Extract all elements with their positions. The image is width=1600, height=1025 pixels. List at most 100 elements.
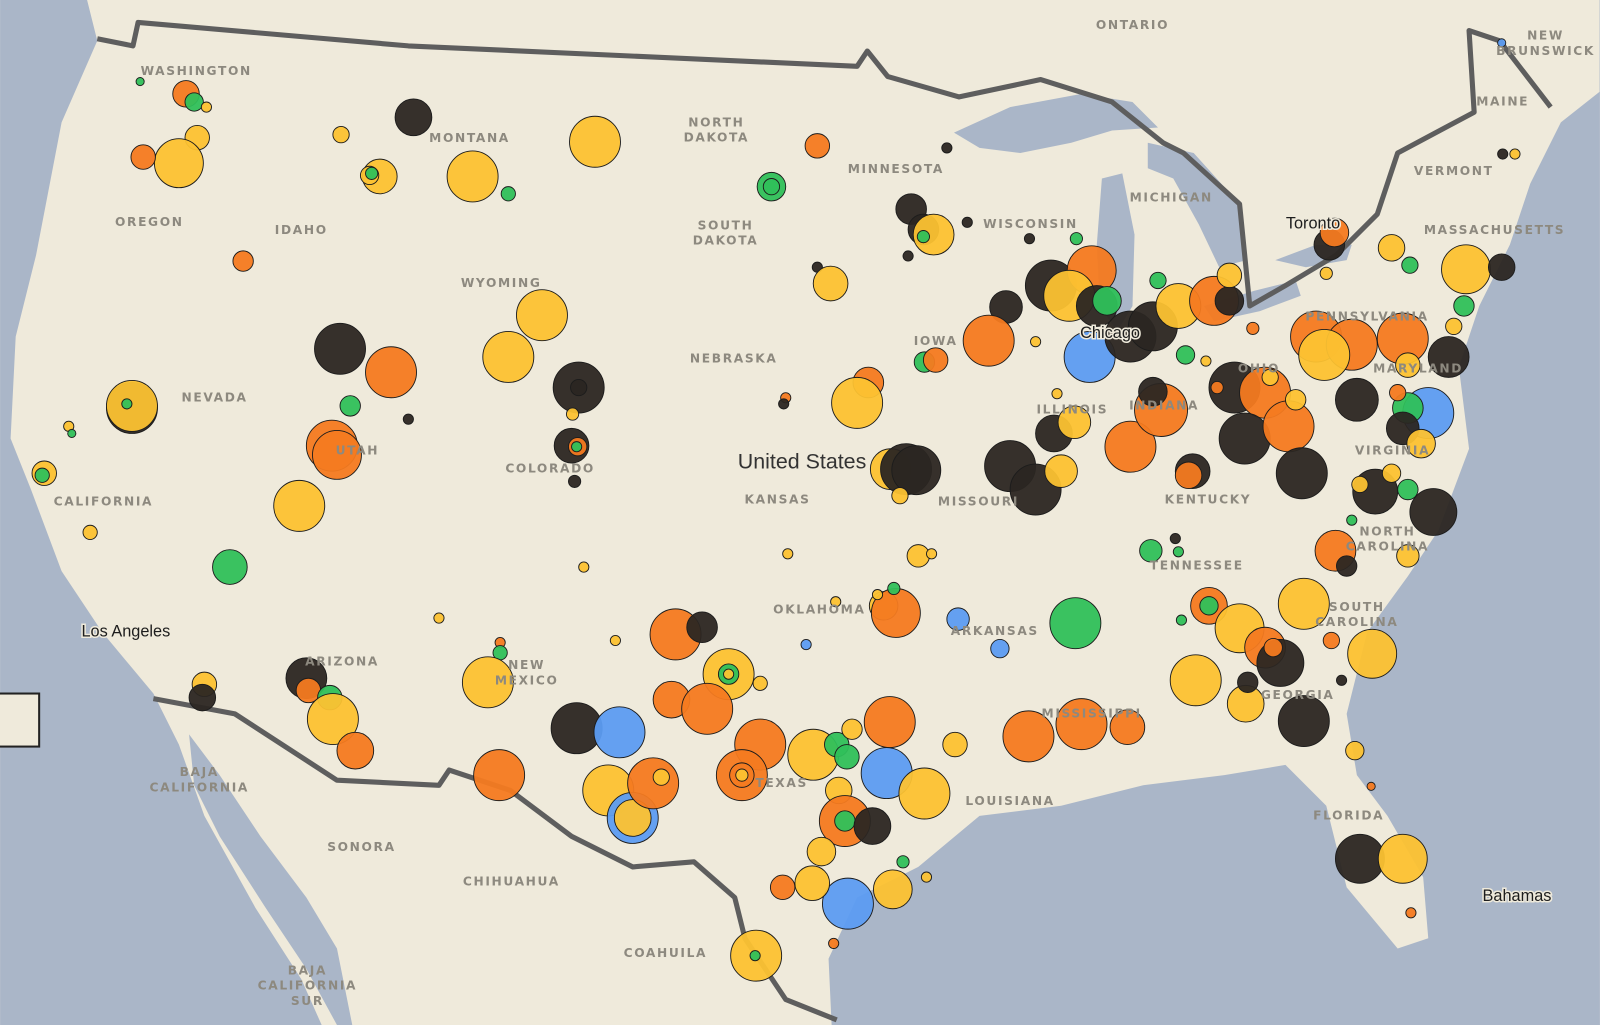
bubble [1497,38,1507,48]
bubble [306,693,359,745]
bubble [1395,352,1421,378]
bubble [841,718,863,740]
bubble [916,230,930,244]
bubble [769,874,796,901]
bubble [922,347,949,373]
bubble [1175,345,1196,365]
region-label: CALIFORNIA [258,979,357,993]
bubble [627,757,680,810]
region-label: WYOMING [461,276,542,290]
bubble [821,877,874,930]
bubble [906,544,930,568]
region-label: ILLINOIS [1036,403,1108,417]
bubble [446,150,499,203]
bubble [1055,698,1108,751]
bubble [273,479,326,532]
bubble [782,548,794,560]
bubble [1322,631,1340,650]
region-label: INDIANA [1129,398,1199,412]
bubble [1175,614,1188,626]
bubble [652,768,670,786]
bubble [232,250,254,272]
bubble [1138,376,1168,407]
place-label: United States [738,450,867,474]
bubble [571,441,583,453]
label-layer: WASHINGTON MONTANA NORTH DAKOTA MINNESOTA ORE… [54,18,1595,1008]
bubble [135,77,145,87]
place-label: Chicago [1080,324,1140,342]
bubble [332,126,350,144]
bubble-layer [31,38,1521,982]
bubble [1487,253,1516,281]
bubble [1216,262,1243,289]
bubble [920,871,933,883]
bubble [1396,544,1420,568]
region-label: MINNESOTA [848,162,944,176]
bubble [961,216,973,228]
bubble [82,524,98,540]
bubble [67,428,77,438]
region-label: NEVADA [182,390,248,404]
region-label: PENNSYLVANIA [1305,310,1428,324]
region-label: MISSOURI [938,494,1019,508]
bubble [121,398,133,410]
gulf-of-california [189,734,353,1025]
bubble [1104,420,1157,473]
region-label: NORTH [1359,524,1415,538]
bubble [1377,833,1428,884]
lake-superior [954,93,1158,153]
region-label: WISCONSIN [983,217,1078,231]
bubble [1406,428,1436,459]
bubble [1409,488,1458,536]
bubble [1023,233,1036,245]
bubble [1057,405,1092,440]
bubble [1109,709,1146,745]
bubble [1262,400,1315,453]
bubble [1346,514,1358,526]
bubble [1336,674,1348,686]
bubble [1210,380,1224,395]
bubble [1030,336,1042,348]
map-control[interactable] [0,692,41,748]
bubble [482,331,535,383]
bubble [942,731,968,758]
region-label: MARYLAND [1373,362,1463,376]
bubble [941,142,953,154]
bubble [212,549,248,585]
region-label: CAROLINA [1346,540,1429,554]
region-label: VIRGINIA [1355,443,1430,457]
bubble [1214,286,1245,316]
region-label: BRUNSWICK [1496,44,1595,58]
region-label: WASHINGTON [141,64,252,78]
bubble [1509,148,1521,160]
bubble [926,548,938,560]
region-label: NEW [508,658,545,672]
region-label: OREGON [115,215,184,229]
bubble [1049,597,1102,650]
bubble [565,407,580,421]
region-label: TENNESSEE [1150,559,1244,573]
canada-border [96,19,1553,309]
region-label: LOUISIANA [965,794,1054,808]
bubble [812,265,849,302]
bubble [1044,454,1078,488]
region-label: ARIZONA [305,654,379,668]
bubble [1319,217,1350,248]
bubble [1497,148,1509,160]
bubble [804,133,831,159]
region-label: NEW [1527,29,1564,43]
region-label: KENTUCKY [1165,492,1252,506]
bubble [473,749,526,802]
bubble [871,589,884,601]
region-label: OHIO [1238,362,1280,376]
region-label: DAKOTA [684,131,750,145]
bubble [1377,234,1406,262]
region-label: SONORA [327,840,395,854]
bubble [830,596,842,608]
place-label: Los Angeles [81,623,170,641]
bubble [1139,539,1163,563]
lake-huron [1147,142,1247,268]
region-label: BAJA [180,765,219,779]
region-label: IDAHO [275,223,328,237]
region-label: FLORIDA [1313,808,1384,822]
